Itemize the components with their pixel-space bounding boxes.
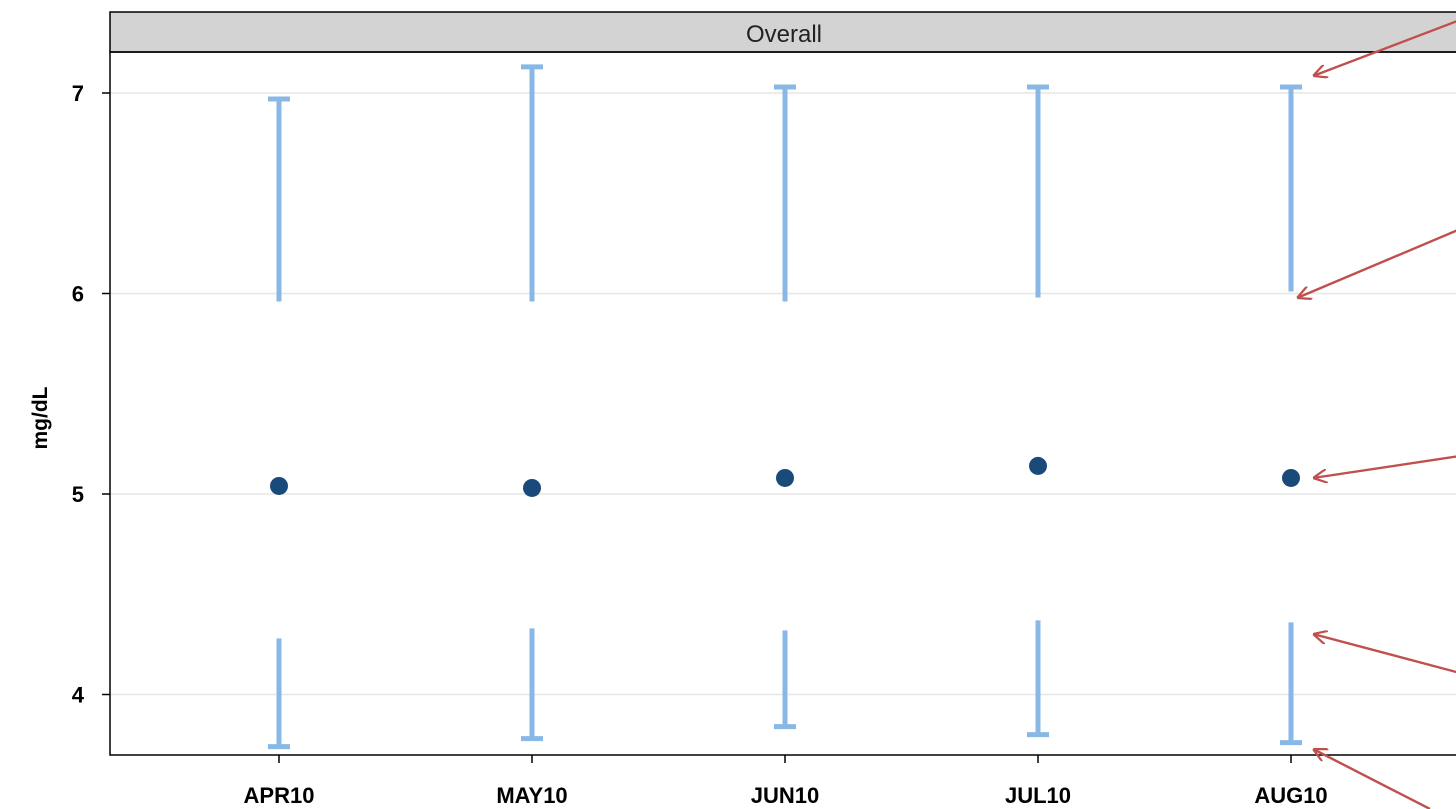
annotation-arrow [1313,749,1431,809]
y-axis-title: mg/dL [29,386,52,449]
y-tick-label: 4 [72,683,85,708]
data-point [1282,468,1300,487]
annotation-arrow [1313,634,1456,674]
panel-header [109,11,1456,53]
x-tick-label: JUL10 [1005,783,1071,808]
annotation-arrow [1313,20,1456,76]
plot-area-frame [109,51,1456,756]
x-axis: APR10 MAY10 JUN10 JUL10 AUG10 [244,755,1328,808]
y-tick-label: 7 [72,81,84,106]
y-tick-label: 6 [72,282,84,307]
x-tick-label: JUN10 [751,783,819,808]
annotation-arrow [1313,455,1456,478]
grid-layer [110,92,1456,696]
x-tick-label: MAY10 [496,783,567,808]
point-layer [270,456,1300,497]
annotation-arrow [1297,229,1456,298]
y-tick-label: 5 [72,482,84,507]
data-point [1029,456,1047,475]
data-point [776,468,794,487]
range-layer [268,64,1302,750]
annotation-arrows [1297,20,1456,809]
x-tick-label: AUG10 [1254,783,1327,808]
x-tick-label: APR10 [244,783,315,808]
y-axis: 4 5 6 7 [72,81,110,708]
panel-title: Overall [746,21,822,48]
data-point [270,476,288,495]
data-point [523,478,541,497]
